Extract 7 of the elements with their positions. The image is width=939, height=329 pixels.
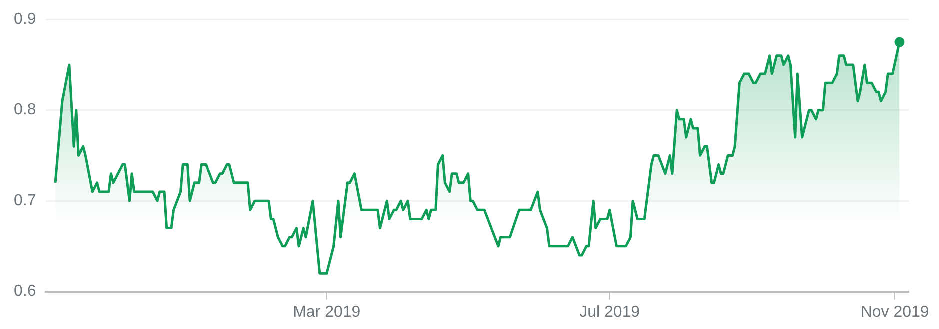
x-tick-label: Nov 2019 — [860, 304, 930, 321]
y-tick-label: 0.6 — [14, 283, 36, 300]
y-tick-label: 0.7 — [14, 192, 36, 210]
x-tick-label: Mar 2019 — [293, 304, 361, 321]
y-tick-label: 0.9 — [14, 11, 36, 28]
x-tick-label: Jul 2019 — [580, 304, 640, 321]
y-tick-label: 0.8 — [14, 102, 36, 119]
